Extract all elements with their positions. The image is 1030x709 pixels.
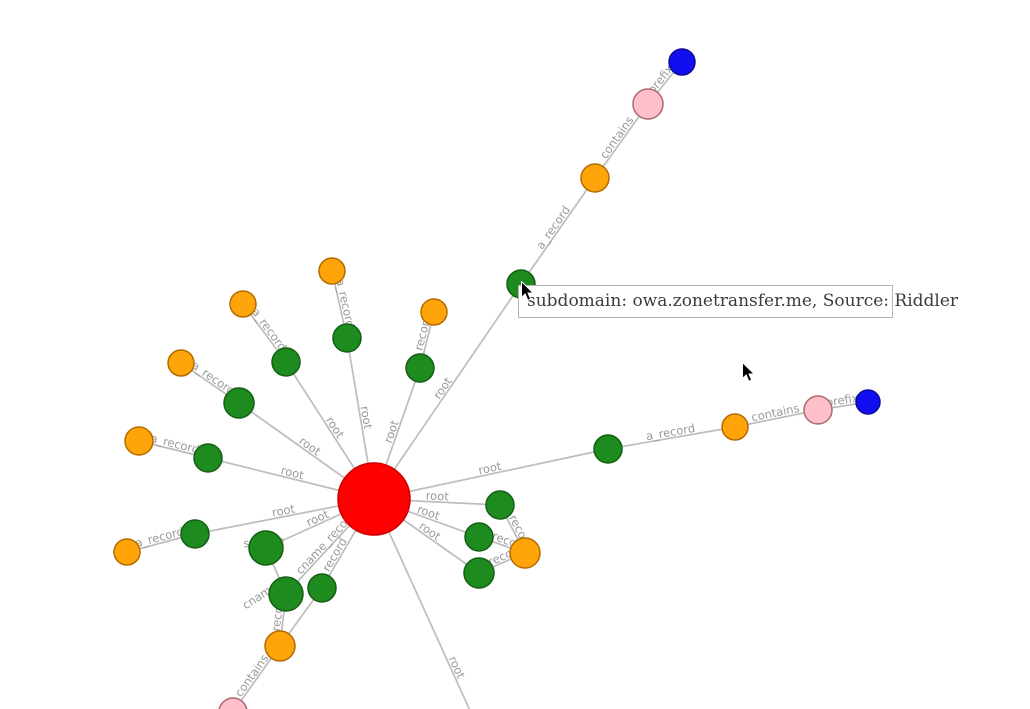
node-tooltip: subdomain: owa.zonetransfer.me, Source: …	[518, 285, 958, 318]
edge-label: a_record	[249, 305, 290, 353]
node-subdomain-subS[interactable]	[248, 530, 284, 566]
node-address-addrA[interactable]	[580, 163, 610, 193]
node-subdomain-sub8[interactable]	[464, 522, 494, 552]
edge-label: prefix	[825, 391, 860, 410]
node-address-addr5[interactable]	[113, 538, 141, 566]
node-netblock-netA[interactable]	[632, 88, 664, 120]
node-as-asA[interactable]	[668, 48, 696, 76]
edge-label: a_record	[333, 277, 357, 328]
node-subdomain-subC[interactable]	[268, 576, 304, 612]
node-as-asB[interactable]	[855, 389, 881, 415]
node-subdomain-subB[interactable]	[593, 434, 623, 464]
node-address-addr6[interactable]	[420, 298, 448, 326]
edge-label: root	[425, 488, 449, 503]
edge-label: root	[271, 501, 297, 519]
tooltip-text: subdomain: owa.zonetransfer.me, Source: …	[527, 291, 959, 311]
edge-label: root	[358, 405, 376, 431]
node-subdomain-sub6[interactable]	[405, 353, 435, 383]
node-subdomain-sub5[interactable]	[180, 519, 210, 549]
node-subdomain-sub1[interactable]	[332, 323, 362, 353]
node-address-addr1[interactable]	[318, 257, 346, 285]
node-address-addr3[interactable]	[167, 349, 195, 377]
edge-label: a_record	[149, 431, 200, 456]
node-subdomain-sub9[interactable]	[463, 557, 495, 589]
node-address-addr7[interactable]	[509, 537, 541, 569]
node-address-addr2[interactable]	[229, 290, 257, 318]
edge-label: root	[304, 507, 331, 529]
node-netblock-netC[interactable]	[218, 697, 248, 709]
edge-label: a_record	[645, 421, 696, 443]
edge-label: a_record	[533, 203, 573, 252]
edge-label: root	[297, 434, 324, 459]
edge-label: contains	[232, 652, 272, 700]
edge-label: a_record	[134, 524, 185, 550]
edge-a_record	[520, 177, 596, 285]
edge-label: root	[446, 654, 468, 681]
edge-label: root	[415, 502, 442, 523]
edge-label: contains	[750, 401, 801, 424]
edge-label: root	[323, 414, 348, 441]
node-address-addrC[interactable]	[264, 630, 296, 662]
node-subdomain-subD[interactable]	[307, 573, 337, 603]
node-subdomain-sub2[interactable]	[271, 347, 301, 377]
edge-label: root	[430, 374, 455, 401]
edge-label: root	[381, 418, 402, 445]
edge-root	[373, 448, 609, 500]
node-subdomain-sub7[interactable]	[485, 490, 515, 520]
edge-label: root	[477, 459, 503, 478]
node-subdomain-sub4[interactable]	[193, 443, 223, 473]
node-domain-domain[interactable]	[337, 462, 411, 536]
edge-root	[373, 498, 471, 709]
edge-label: root	[280, 463, 306, 482]
edge-root	[373, 283, 522, 500]
edge-a_record	[607, 426, 736, 450]
node-subdomain-sub3[interactable]	[223, 387, 255, 419]
edge-label: contains	[597, 114, 637, 162]
node-address-addrB[interactable]	[721, 413, 749, 441]
node-address-addr4[interactable]	[124, 426, 154, 456]
node-netblock-netB[interactable]	[803, 395, 833, 425]
